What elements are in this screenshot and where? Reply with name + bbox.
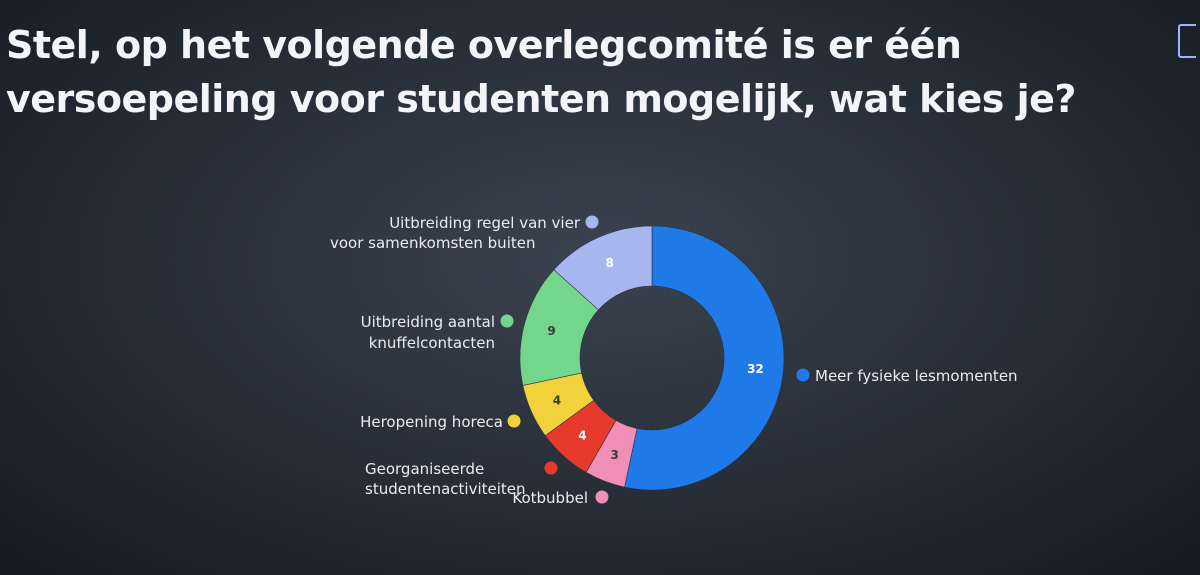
legend-label-uitbreiding-regel-van-vier-voor-samenkomsten-buiten: Uitbreiding regel van vier voor samenkoms…	[330, 214, 581, 252]
value-label-meer-fysieke-lesmomenten: 32	[747, 362, 764, 376]
slice-uitbreiding-regel-van-vier-voor-samenkomsten-buiten	[553, 225, 653, 311]
value-label-kotbubbel: 3	[611, 448, 619, 462]
legend-label-uitbreiding-aantal-knuffelcontacten: Uitbreiding aantal knuffelcontacten	[361, 313, 495, 352]
legend-dot-kotbubbel	[595, 490, 609, 504]
legend-dot-heropening-horeca	[507, 414, 521, 428]
legend-label-meer-fysieke-lesmomenten: Meer fysieke lesmomenten	[815, 367, 1018, 385]
legend-label-kotbubbel: Kotbubbel	[512, 489, 588, 507]
value-label-heropening-horeca: 4	[553, 393, 561, 407]
legend-label-heropening-horeca: Heropening horeca	[360, 413, 503, 431]
legend-dot-uitbreiding-regel-van-vier-voor-samenkomsten-buiten	[585, 215, 599, 229]
legend-dot-meer-fysieke-lesmomenten	[796, 368, 810, 382]
legend-dot-uitbreiding-aantal-knuffelcontacten	[500, 314, 514, 328]
value-label-uitbreiding-regel-van-vier-voor-samenkomsten-buiten: 8	[606, 256, 614, 270]
window-edge-icon	[1178, 24, 1196, 58]
value-label-uitbreiding-aantal-knuffelcontacten: 9	[547, 324, 555, 338]
slice-meer-fysieke-lesmomenten	[624, 225, 785, 491]
legend-dot-georganiseerde-studentenactiviteiten	[544, 461, 558, 475]
chart-title: Stel, op het volgende overlegcomité is e…	[6, 23, 1076, 121]
value-label-georganiseerde-studentenactiviteiten: 4	[578, 428, 586, 442]
legend-label-georganiseerde-studentenactiviteiten: Georganiseerde studentenactiviteiten	[365, 460, 526, 498]
